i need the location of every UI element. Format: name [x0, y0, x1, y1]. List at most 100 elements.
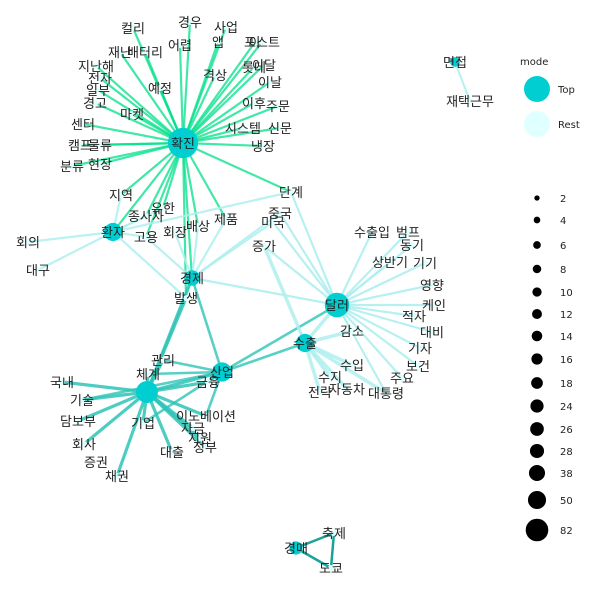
node-이후	[251, 100, 257, 106]
mode-legend-label-top: Top	[557, 85, 575, 96]
label-중국: 중국	[268, 207, 292, 222]
node-대비	[429, 329, 435, 335]
label-컬리: 컬리	[121, 22, 145, 37]
node-체계	[145, 371, 151, 377]
size-legend-dot-26	[530, 422, 544, 436]
node-기기	[422, 260, 428, 266]
node-대구	[35, 267, 41, 273]
edge-증권-채권	[115, 390, 149, 478]
node-수출입	[369, 229, 375, 235]
edge-산업-관리	[161, 358, 224, 374]
node-이노베이션	[203, 413, 209, 419]
node-적자	[411, 313, 417, 319]
label-주문: 주문	[266, 100, 290, 115]
edge-수출-자동차	[303, 341, 349, 391]
label-축제: 축제	[322, 527, 346, 542]
node-유한	[160, 205, 166, 211]
label-경우: 경우	[178, 16, 202, 31]
edge-경매-도쿄	[294, 546, 333, 570]
node-격상	[212, 72, 218, 78]
label-고용: 고용	[134, 231, 158, 246]
label-배상: 배상	[186, 220, 210, 235]
node-도쿄	[328, 565, 334, 571]
label-회의: 회의	[16, 236, 40, 251]
edge-확진-아	[181, 40, 257, 145]
node-기술	[79, 397, 85, 403]
label-대출: 대출	[160, 446, 184, 461]
label-회사: 회사	[72, 438, 96, 453]
node-어렵	[177, 42, 183, 48]
node-일부	[95, 87, 101, 93]
node-시스템	[240, 125, 246, 131]
size-legend-dot-10	[532, 287, 542, 297]
label-금융: 금융	[196, 376, 220, 391]
edge-확진-센터	[81, 122, 185, 145]
edge-경제-달러	[190, 276, 339, 307]
edge-확진-고용	[144, 141, 185, 239]
label-예정: 예정	[148, 82, 172, 97]
edge-확진-경우	[181, 20, 192, 145]
label-도쿄: 도쿄	[319, 562, 343, 577]
edge-환자-회의	[26, 230, 115, 244]
label-범프: 범프	[396, 226, 420, 241]
label-포스트: 포스트	[244, 36, 280, 51]
node-제품	[223, 216, 229, 222]
node-중국	[277, 210, 283, 216]
label-기업: 기업	[131, 417, 155, 432]
size-legend-dot-12	[532, 309, 542, 319]
label-기자: 기자	[408, 342, 432, 357]
node-전자	[97, 75, 103, 81]
node-지역	[118, 192, 124, 198]
edge-확진-경고	[93, 101, 185, 145]
label-경제: 경제	[180, 272, 204, 287]
label-체계: 체계	[136, 368, 160, 383]
size-legend-label-4: 4	[560, 216, 566, 227]
size-legend-label-12: 12	[560, 310, 573, 321]
label-이달: 이달	[252, 59, 276, 74]
node-주요	[399, 375, 405, 381]
size-legend-dot-4	[533, 216, 541, 224]
node-담보부	[75, 418, 81, 424]
node-지난해	[93, 63, 99, 69]
label-배터리: 배터리	[127, 46, 163, 61]
size-legend-dot-6	[533, 241, 541, 249]
label-회장: 회장	[163, 226, 187, 241]
node-증가	[261, 243, 267, 249]
node-분류	[69, 163, 75, 169]
label-자동차: 자동차	[329, 383, 365, 398]
node-수출	[295, 333, 315, 353]
edge-달러-산업	[220, 303, 339, 374]
node-재난	[117, 49, 123, 55]
size-legend-label-82: 82	[560, 526, 573, 537]
edge-경제-제품	[190, 217, 228, 280]
label-센터: 센터	[71, 118, 95, 133]
label-사업: 사업	[214, 21, 238, 36]
node-금융	[205, 379, 211, 385]
node-수지	[327, 374, 333, 380]
node-단계	[288, 189, 294, 195]
edge-경매-축제	[294, 531, 336, 550]
node-아	[252, 39, 258, 45]
size-legend-dot-14	[531, 330, 543, 342]
label-보건: 보건	[406, 360, 430, 375]
label-물류: 물류	[88, 139, 112, 154]
node-상반기	[387, 259, 393, 265]
edge-달러-증가	[262, 244, 339, 307]
mode-legend-swatch-rest	[524, 111, 550, 137]
size-legend-label-18: 18	[560, 379, 573, 390]
size-legend-label-50: 50	[560, 496, 573, 507]
node-냉장	[260, 143, 266, 149]
label-캠프: 캠프	[68, 139, 92, 154]
edge-확진-앱	[181, 40, 220, 145]
edge-경제-회장	[173, 230, 194, 280]
node-현장	[97, 161, 103, 167]
node-산업	[212, 362, 232, 382]
edge-달러-대비	[335, 303, 434, 334]
label-일부: 일부	[86, 84, 110, 99]
label-기술: 기술	[70, 394, 94, 409]
label-면접: 면접	[443, 56, 467, 71]
label-이후: 이후	[242, 97, 266, 112]
label-재택근무: 재택근무	[446, 95, 494, 110]
label-재난: 재난	[108, 46, 132, 61]
label-환자: 환자	[101, 226, 125, 241]
